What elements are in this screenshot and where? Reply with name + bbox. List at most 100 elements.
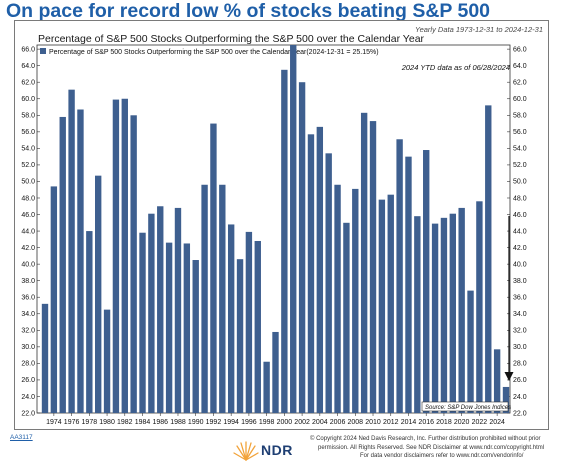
x-tick-label: 2016 bbox=[418, 419, 434, 426]
x-tick-label: 2004 bbox=[312, 419, 328, 426]
y-tick-label-right: 66.0 bbox=[513, 46, 527, 53]
y-tick-label-right: 50.0 bbox=[513, 179, 527, 186]
x-tick-label: 1992 bbox=[206, 419, 222, 426]
bar-2009 bbox=[360, 112, 368, 413]
bar-2010 bbox=[369, 121, 377, 413]
bar-1998 bbox=[263, 361, 270, 413]
ndr-sunburst-icon bbox=[233, 441, 259, 461]
bar-2017 bbox=[431, 223, 439, 413]
y-tick-label-right: 36.0 bbox=[513, 295, 527, 302]
chart-id-link[interactable]: AA3117 bbox=[10, 434, 33, 441]
bar-undefined bbox=[502, 386, 510, 413]
bar-1990 bbox=[192, 260, 199, 413]
y-tick-label-left: 46.0 bbox=[21, 212, 35, 219]
copyright-line-3: For data vendor disclaimers refer to www… bbox=[360, 453, 524, 459]
logo-text: NDR bbox=[261, 442, 293, 458]
y-tick-label-right: 28.0 bbox=[513, 361, 527, 368]
bar-2023 bbox=[485, 105, 492, 414]
y-tick-label-left: 38.0 bbox=[21, 278, 35, 285]
bar-1997 bbox=[254, 240, 261, 413]
y-tick-label-left: 48.0 bbox=[21, 195, 35, 202]
bar-2000 bbox=[281, 69, 288, 413]
bar-2006 bbox=[334, 184, 341, 413]
ytd-annotation: 2024 YTD data as of 06/28/2024 bbox=[401, 63, 510, 72]
y-tick-label-right: 52.0 bbox=[513, 162, 527, 169]
y-tick-label-left: 54.0 bbox=[21, 146, 35, 153]
legend-swatch bbox=[40, 48, 46, 54]
bar-2014 bbox=[405, 156, 412, 413]
y-tick-label-right: 32.0 bbox=[513, 328, 527, 335]
y-tick-label-right: 22.0 bbox=[513, 410, 527, 417]
x-tick-label: 2006 bbox=[330, 419, 346, 426]
page-headline: On pace for record low % of stocks beati… bbox=[6, 0, 491, 22]
y-tick-label-right: 64.0 bbox=[513, 63, 527, 70]
source-box-border bbox=[421, 401, 509, 412]
x-tick-label: 1984 bbox=[135, 419, 151, 426]
y-tick-label-left: 30.0 bbox=[21, 344, 35, 351]
bar-1988 bbox=[174, 207, 182, 413]
x-tick-label: 1988 bbox=[170, 419, 186, 426]
bar-2018 bbox=[440, 217, 448, 413]
x-tick-label: 2008 bbox=[347, 419, 363, 426]
bar-1984 bbox=[139, 232, 146, 413]
x-tick-label: 1982 bbox=[117, 419, 133, 426]
y-tick-label-left: 62.0 bbox=[21, 80, 35, 87]
bar-1985 bbox=[148, 213, 155, 413]
y-tick-label-left: 22.0 bbox=[21, 410, 35, 417]
bar-1976 bbox=[68, 89, 75, 413]
y-tick-label-right: 48.0 bbox=[513, 195, 527, 202]
y-tick-label-left: 42.0 bbox=[21, 245, 35, 252]
x-tick-label: 1974 bbox=[46, 419, 62, 426]
y-tick-label-left: 44.0 bbox=[21, 228, 35, 235]
bar-1999 bbox=[272, 331, 279, 413]
bar-1974 bbox=[50, 186, 58, 413]
y-tick-label-right: 60.0 bbox=[513, 96, 527, 103]
x-tick-label: 1996 bbox=[241, 419, 257, 426]
y-tick-label-right: 54.0 bbox=[513, 146, 527, 153]
bar-2001 bbox=[290, 45, 297, 413]
bar-2021 bbox=[467, 290, 474, 413]
bar-1979 bbox=[95, 175, 102, 413]
x-tick-label: 1994 bbox=[223, 419, 239, 426]
x-tick-label: 2014 bbox=[401, 419, 417, 426]
legend: Percentage of S&P 500 Stocks Outperformi… bbox=[40, 48, 379, 56]
downward-arrow-icon bbox=[504, 216, 514, 381]
x-tick-label: 2010 bbox=[365, 419, 381, 426]
y-tick-label-left: 56.0 bbox=[21, 129, 35, 136]
y-tick-label-left: 52.0 bbox=[21, 162, 35, 169]
bar-2002 bbox=[298, 82, 306, 414]
y-tick-label-left: 60.0 bbox=[21, 96, 35, 103]
bar-1983 bbox=[130, 115, 137, 413]
bar-1995 bbox=[236, 259, 244, 413]
bar-2005 bbox=[325, 153, 332, 413]
x-tick-label: 1998 bbox=[259, 419, 275, 426]
y-tick-label-left: 26.0 bbox=[21, 377, 35, 384]
bar-2013 bbox=[396, 139, 403, 413]
legend-label: Percentage of S&P 500 Stocks Outperformi… bbox=[49, 49, 379, 56]
y-tick-label-right: 24.0 bbox=[513, 394, 527, 401]
bar-1993 bbox=[219, 184, 226, 413]
copyright-notice: © Copyright 2024 Ned Davis Research, Inc… bbox=[310, 435, 544, 461]
bar-1981 bbox=[112, 99, 120, 413]
y-tick-label-right: 56.0 bbox=[513, 129, 527, 136]
bar-1977 bbox=[77, 109, 84, 413]
x-tick-label: 1986 bbox=[152, 419, 168, 426]
bar-1991 bbox=[201, 184, 208, 413]
y-tick-label-right: 62.0 bbox=[513, 80, 527, 87]
x-tick-label: 2018 bbox=[436, 419, 452, 426]
bar-1980 bbox=[103, 309, 111, 413]
y-tick-label-right: 34.0 bbox=[513, 311, 527, 318]
y-tick-label-left: 66.0 bbox=[21, 46, 35, 53]
bar-2011 bbox=[378, 199, 386, 413]
y-tick-label-left: 40.0 bbox=[21, 261, 35, 268]
x-tick-label: 2000 bbox=[277, 419, 293, 426]
y-tick-label-right: 44.0 bbox=[513, 228, 527, 235]
y-tick-label-right: 40.0 bbox=[513, 261, 527, 268]
bar-2022 bbox=[476, 201, 483, 413]
source-box: Source: S&P Dow Jones Indices bbox=[421, 401, 511, 412]
y-tick-label-left: 50.0 bbox=[21, 179, 35, 186]
y-tick-label-right: 26.0 bbox=[513, 377, 527, 384]
y-tick-label-right: 58.0 bbox=[513, 113, 527, 120]
x-tick-label: 2022 bbox=[472, 419, 488, 426]
